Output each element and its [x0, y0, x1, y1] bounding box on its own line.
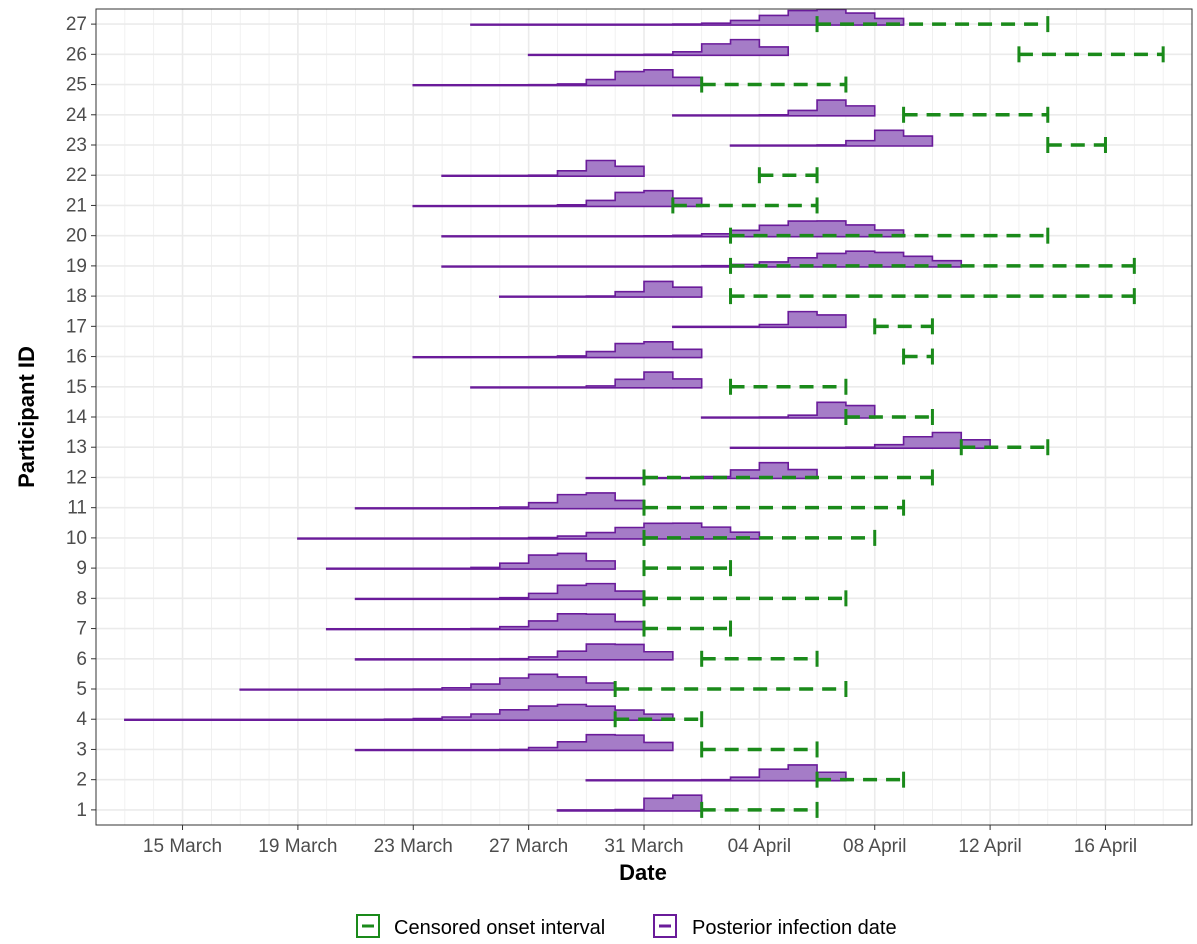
posterior-density-participant-14 — [700, 401, 876, 419]
x-tick-label: 04 April — [728, 836, 791, 857]
posterior-density-participant-26 — [527, 38, 790, 57]
posterior-density-participant-19 — [441, 250, 963, 268]
legend-item-posterior: Posterior infection date — [653, 914, 897, 939]
posterior-density-participant-24 — [672, 99, 876, 117]
posterior-density-participant-7 — [325, 613, 645, 631]
y-tick-label: 24 — [66, 105, 88, 126]
posterior-density-participant-8 — [354, 582, 645, 601]
y-tick-label: 20 — [66, 226, 87, 247]
y-tick-label: 6 — [76, 649, 87, 670]
y-tick-label: 5 — [76, 679, 87, 700]
y-tick-label: 3 — [76, 739, 87, 760]
x-axis-title: Date — [619, 860, 667, 885]
legend-label-posterior: Posterior infection date — [692, 917, 897, 939]
x-axis: 15 March 19 March 23 March 27 March 31 March… — [143, 825, 1137, 857]
x-tick-label: 23 March — [374, 836, 453, 857]
posterior-density-participant-1 — [556, 794, 703, 812]
y-tick-label: 15 — [66, 377, 87, 398]
y-tick-label: 12 — [66, 467, 87, 488]
posterior-density-participant-20 — [441, 220, 905, 238]
y-tick-label: 19 — [66, 256, 87, 277]
legend-label-censored: Censored onset interval — [394, 917, 605, 939]
posterior-density-participant-15 — [470, 371, 703, 389]
x-tick-label: 31 March — [604, 836, 683, 857]
posterior-density-participant-6 — [354, 643, 674, 661]
y-tick-label: 17 — [66, 316, 87, 337]
posterior-density-participant-18 — [498, 280, 703, 298]
y-tick-label: 23 — [66, 135, 87, 156]
y-tick-label: 10 — [66, 528, 87, 549]
posterior-density-participant-3 — [354, 733, 674, 752]
y-tick-label: 2 — [76, 770, 87, 791]
posterior-density-participant-25 — [412, 69, 703, 87]
x-tick-label: 08 April — [843, 836, 906, 857]
y-tick-label: 26 — [66, 44, 87, 65]
y-tick-label: 14 — [66, 407, 88, 428]
legend: Censored onset interval Posterior infect… — [356, 914, 897, 939]
x-tick-label: 12 April — [958, 836, 1021, 857]
y-tick-label: 25 — [66, 75, 87, 96]
y-tick-label: 1 — [76, 800, 87, 821]
y-tick-label: 4 — [76, 709, 87, 730]
posterior-density-participant-17 — [672, 310, 847, 329]
posterior-density-participant-5 — [239, 673, 616, 691]
y-tick-label: 13 — [66, 437, 87, 458]
y-tick-label: 18 — [66, 286, 87, 307]
y-axis-title: Participant ID — [14, 346, 39, 488]
posterior-density-participant-27 — [470, 8, 905, 26]
posterior-density-participant-22 — [441, 159, 645, 178]
posterior-density-participant-9 — [325, 552, 616, 570]
y-tick-label: 27 — [66, 14, 87, 35]
posterior-density-participant-11 — [354, 492, 645, 510]
x-tick-label: 19 March — [258, 836, 337, 857]
y-tick-label: 16 — [66, 347, 87, 368]
y-tick-label: 21 — [66, 195, 87, 216]
x-tick-label: 15 March — [143, 836, 222, 857]
posterior-density-participant-12 — [585, 461, 818, 480]
legend-item-censored: Censored onset interval — [356, 914, 605, 939]
censored-intervals — [613, 16, 1165, 818]
y-tick-label: 22 — [66, 165, 87, 186]
posterior-density-participant-16 — [412, 341, 703, 359]
posterior-density-participant-21 — [412, 189, 703, 208]
y-tick-label: 8 — [76, 588, 87, 609]
y-axis: 1234567891011121314151617181920212223242… — [66, 14, 96, 821]
posterior-density-participant-23 — [729, 129, 934, 147]
y-tick-label: 11 — [67, 498, 87, 519]
y-tick-label: 9 — [76, 558, 87, 579]
y-tick-label: 7 — [76, 619, 87, 640]
x-tick-label: 27 March — [489, 836, 568, 857]
posterior-distributions — [124, 8, 991, 812]
x-tick-label: 16 April — [1074, 836, 1137, 857]
posterior-density-participant-4 — [124, 703, 674, 722]
